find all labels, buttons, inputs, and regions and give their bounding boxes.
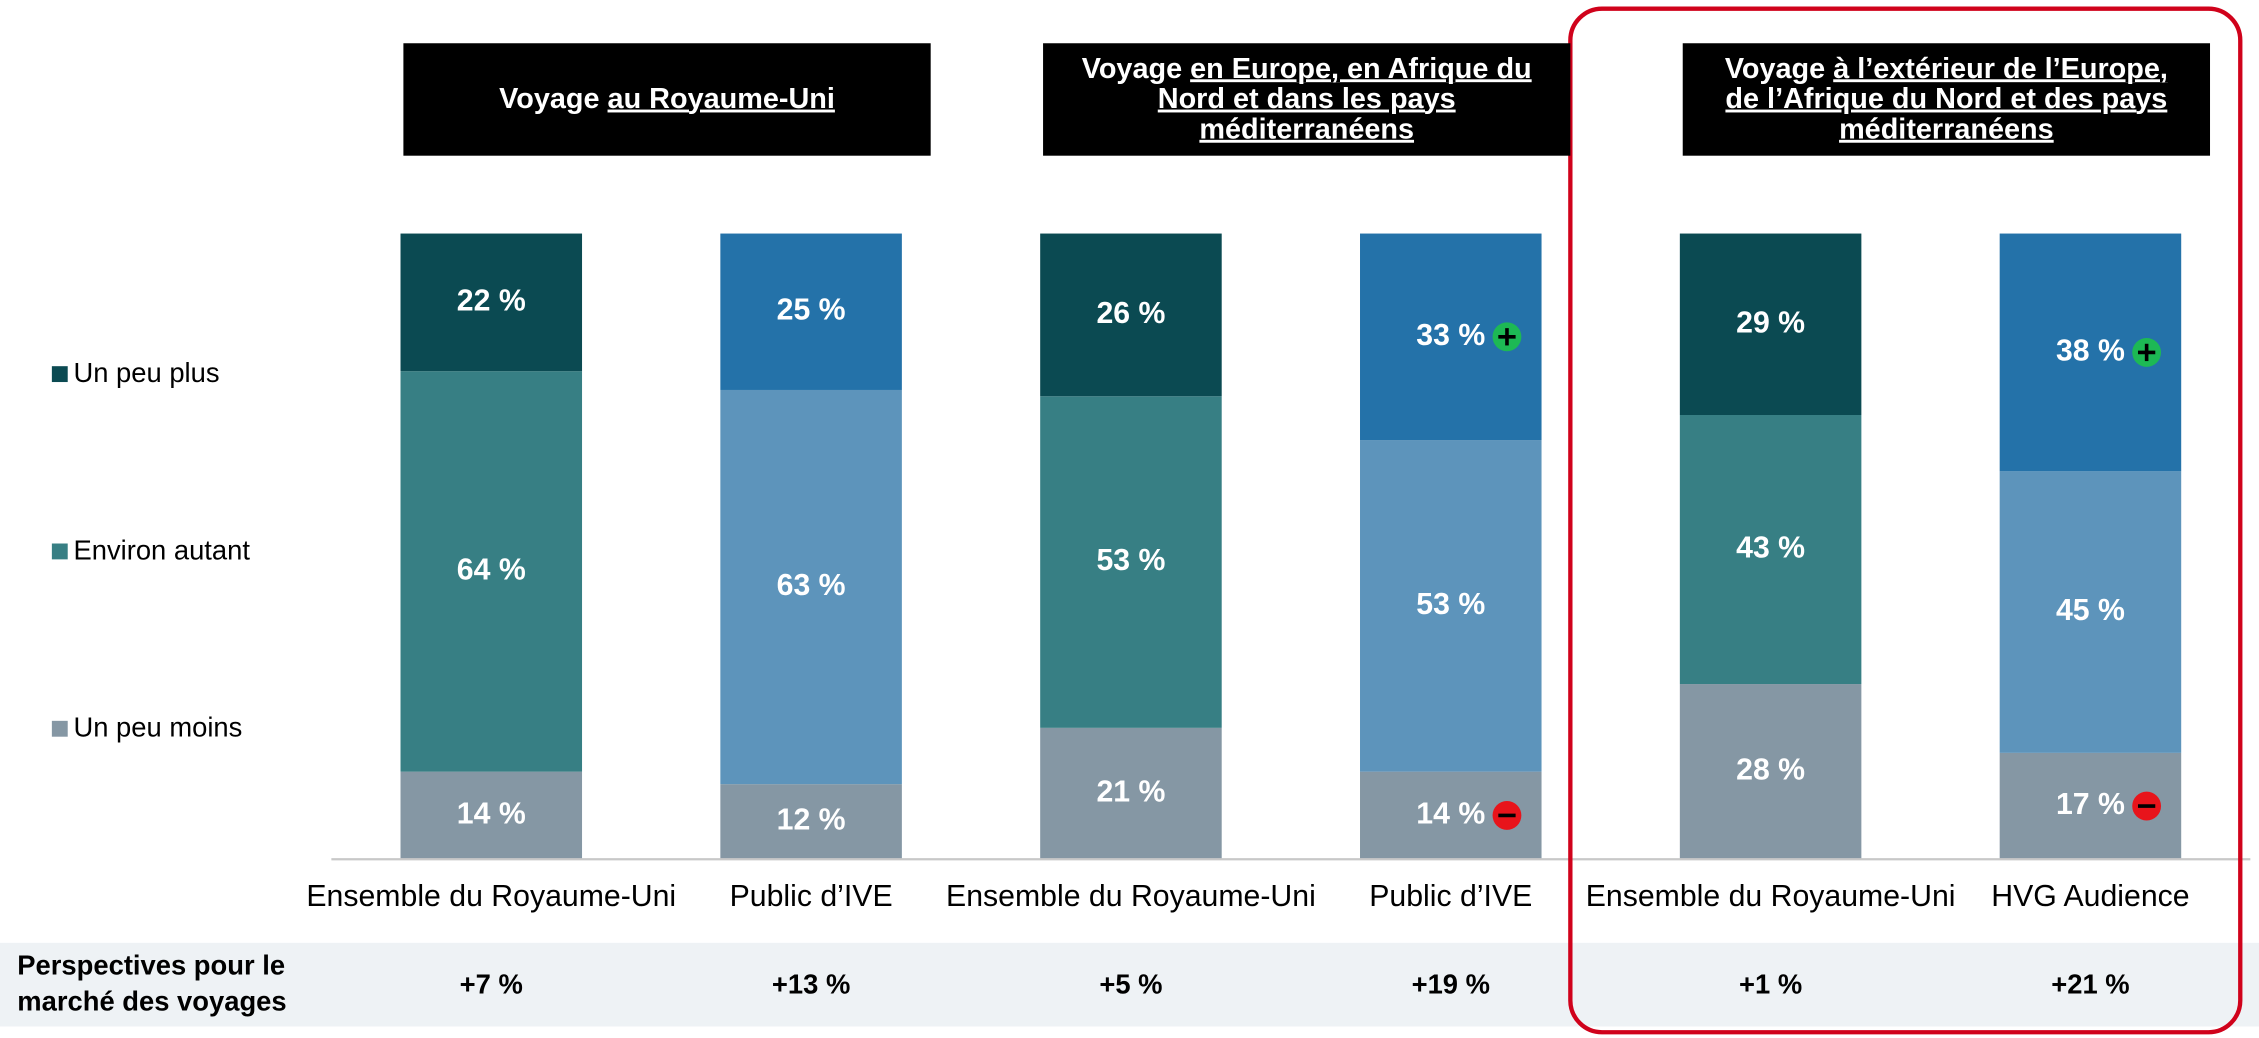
outlook-value: +1 % [1739,968,1802,999]
value-label: 45 % [2056,594,2125,627]
value-label: 14 % [1416,797,1485,830]
value-label: 29 % [1736,306,1805,339]
group-header-text: Voyage en Europe, en Afrique du Nord et … [1075,52,1539,145]
value-label: 53 % [1096,544,1165,577]
x-tick-label: Public d’IVE [1369,880,1532,913]
bar-segment [1999,471,2182,753]
value-label: 33 % [1416,319,1485,352]
value-label: 26 % [1096,297,1165,330]
legend-label: Environ autant [73,534,250,565]
value-label: 17 % [2056,788,2125,821]
bar-segment [400,771,583,860]
bar-segment [1679,233,1862,415]
outlook-value: +13 % [772,968,850,999]
bar-segment [1679,684,1862,860]
x-tick-label: Ensemble du Royaume-Uni [306,880,676,913]
legend-swatch [51,720,68,737]
value-label: 63 % [777,569,846,602]
value-label: 28 % [1736,754,1805,787]
group-header-text: Voyage au Royaume-Uni [499,84,835,114]
group-title-emphasis: en Europe, en Afrique du Nord et dans le… [1157,52,1532,145]
group-title: Voyage [1724,52,1826,85]
bar-segment [1040,233,1222,397]
value-label: 25 % [777,294,846,327]
outlook-value: +19 % [1412,968,1490,999]
x-tick-label: HVG Audience [1991,880,2189,913]
group-header: Voyage au Royaume-Uni [403,43,931,156]
value-label: 38 % [2056,334,2125,367]
value-label: 22 % [457,284,526,317]
value-label: 43 % [1736,532,1805,565]
bar-segment [720,784,902,860]
legend-swatch [51,543,68,560]
value-label: 12 % [777,804,846,837]
bar-segment [1360,440,1542,772]
bar-segment [1679,414,1862,685]
value-label: 14 % [457,797,526,830]
outlook-value: +7 % [460,968,523,999]
bar-segment [1040,396,1222,728]
x-tick-label: Ensemble du Royaume-Uni [1586,880,1956,913]
bar-segment [720,389,902,785]
group-title-emphasis: à l’extérieur de l’Europe, de l’Afrique … [1725,52,2168,145]
bar-segment [1040,727,1222,860]
value-label: 53 % [1416,588,1485,621]
group-title: Voyage [1081,52,1183,85]
outlook-value: +21 % [2051,968,2129,999]
bar-segment [400,371,583,772]
outlook-value: +5 % [1099,968,1162,999]
outlook-row-bg [0,942,2259,1027]
outlook-label: Perspectives pour le marché des voyages [17,951,287,1018]
group-header: Voyage à l’extérieur de l’Europe, de l’A… [1682,43,2211,156]
x-tick-label: Public d’IVE [730,880,893,913]
bar-segment [720,233,902,390]
legend-swatch [51,366,68,383]
group-header: Voyage en Europe, en Afrique du Nord et … [1043,43,1571,156]
group-title: Voyage [499,82,600,115]
legend-label: Un peu plus [73,357,219,388]
x-tick-label: Ensemble du Royaume-Uni [946,880,1316,913]
value-label: 64 % [457,553,526,586]
highlight-box [1568,6,2243,1035]
legend-label: Un peu moins [73,712,242,743]
group-title-emphasis: au Royaume-Uni [607,82,835,115]
value-label: 21 % [1096,776,1165,809]
bar-segment [400,233,583,372]
group-header-text: Voyage à l’extérieur de l’Europe, de l’A… [1714,52,2178,145]
